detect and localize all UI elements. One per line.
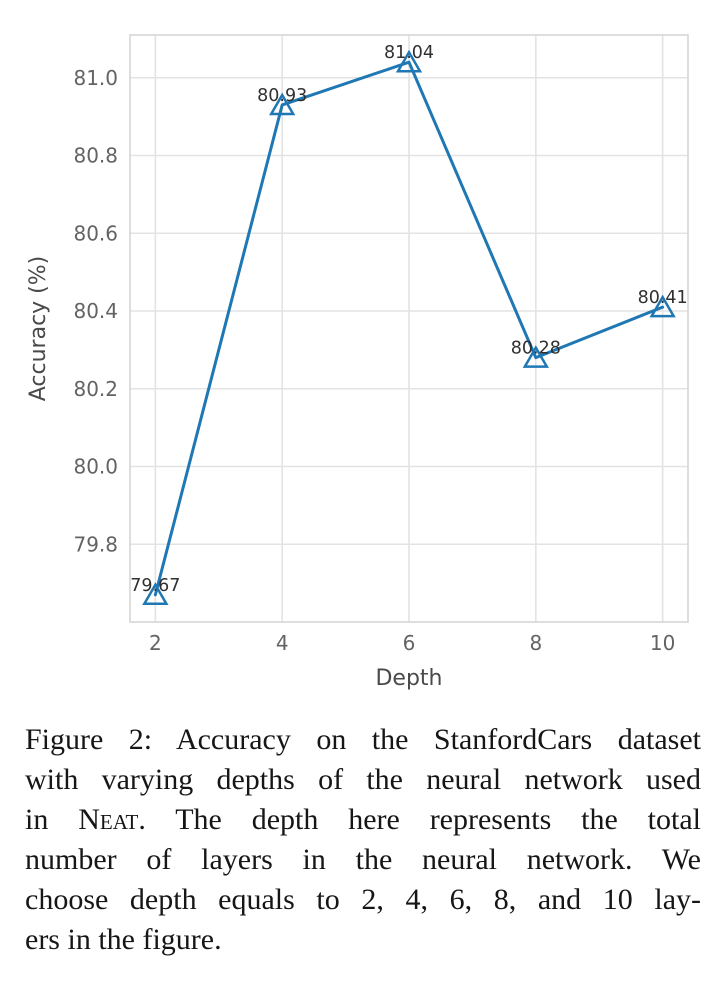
y-axis-label: Accuracy (%) <box>26 256 51 402</box>
y-tick-label: 80.0 <box>73 455 118 479</box>
x-tick-label: 10 <box>650 631 675 655</box>
caption-line: in Neat. The depth here represents the t… <box>25 803 701 836</box>
data-point-label: 80.41 <box>638 288 688 308</box>
y-tick-label: 80.6 <box>73 221 118 245</box>
data-point-label: 80.93 <box>257 86 307 106</box>
x-tick-label: 8 <box>529 631 542 655</box>
data-point-label: 80.28 <box>511 339 561 359</box>
data-line <box>153 60 665 597</box>
caption-line: choose depth equals to 2, 4, 6, 8, and 1… <box>25 883 701 916</box>
figure-caption: Figure 2: Accuracy on the StanfordCars d… <box>25 720 701 960</box>
x-tick-label: 6 <box>403 631 416 655</box>
x-tick-label: 2 <box>149 631 162 655</box>
caption-line: Figure 2: Accuracy on the StanfordCars d… <box>25 723 701 756</box>
data-point-label: 79.67 <box>130 576 180 596</box>
x-axis-label: Depth <box>375 666 442 691</box>
caption-line: number of layers in the neural network. … <box>25 843 701 876</box>
y-tick-label: 79.8 <box>73 532 118 556</box>
data-point-marker <box>142 582 169 606</box>
x-tick-label: 4 <box>276 631 289 655</box>
data-point-marker <box>649 294 676 318</box>
data-point-label: 81.04 <box>384 43 434 63</box>
accuracy-depth-line-chart: 79.6780.9381.0480.2880.4179.880.080.280.… <box>26 34 689 691</box>
y-tick-label: 80.2 <box>73 377 118 401</box>
smallcaps-method-name: Neat <box>78 803 139 836</box>
caption-line: with varying depths of the neural networ… <box>25 763 701 796</box>
data-point-marker <box>269 92 296 116</box>
y-tick-label: 80.8 <box>73 144 118 168</box>
y-tick-label: 81.0 <box>73 66 118 90</box>
y-tick-label: 80.4 <box>73 299 118 323</box>
caption-line: ers in the figure. <box>25 923 222 956</box>
plot-border <box>129 34 689 623</box>
data-point-marker <box>522 345 549 368</box>
data-point-marker <box>395 49 423 73</box>
